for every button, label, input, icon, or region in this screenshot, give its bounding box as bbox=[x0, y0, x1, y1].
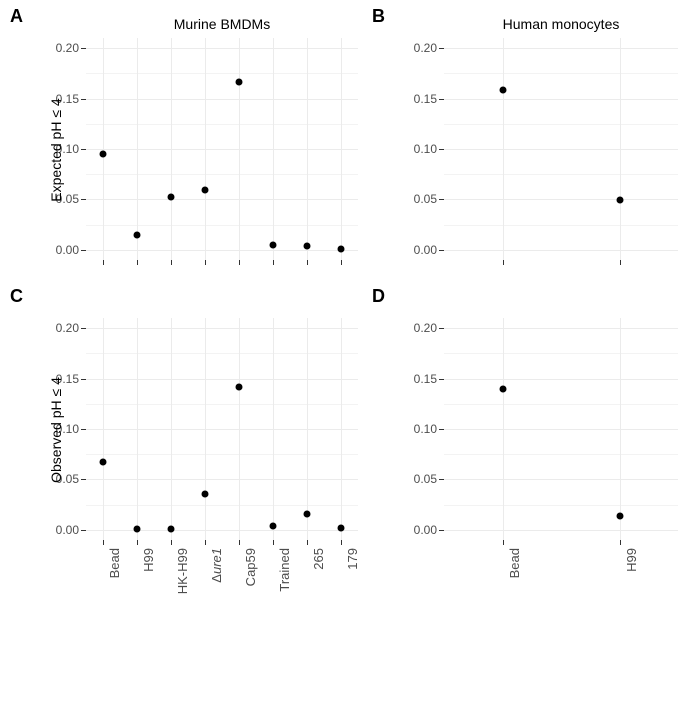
x-tick-label: HK-H99 bbox=[175, 548, 190, 594]
y-tick-label: 0.00 bbox=[414, 243, 437, 257]
figure-4panel: A B C D Murine BMDMs 0.000.050.100.150.2… bbox=[0, 0, 700, 706]
y-tick-label: 0.15 bbox=[414, 92, 437, 106]
data-point bbox=[338, 245, 345, 252]
panel-D-plot: 0.000.050.100.150.20BeadH99 bbox=[444, 318, 678, 540]
data-point bbox=[616, 197, 623, 204]
data-point bbox=[202, 187, 209, 194]
panel-label-A: A bbox=[10, 6, 23, 27]
data-point bbox=[304, 242, 311, 249]
data-point bbox=[270, 241, 277, 248]
y-tick-label: 0.00 bbox=[56, 243, 79, 257]
y-tick-label: 0.10 bbox=[414, 422, 437, 436]
panel-B-title: Human monocytes bbox=[444, 16, 678, 32]
x-tick-label: Δure1 bbox=[209, 548, 224, 583]
x-tick-label: 179 bbox=[345, 548, 360, 570]
y-tick-label: 0.20 bbox=[56, 321, 79, 335]
data-point bbox=[616, 512, 623, 519]
y-tick-label: 0.10 bbox=[414, 142, 437, 156]
panel-C-plot: 0.000.050.100.150.20BeadH99HK-H99Δure1Ca… bbox=[86, 318, 358, 540]
data-point bbox=[270, 522, 277, 529]
data-point bbox=[499, 385, 506, 392]
panel-B-plot: 0.000.050.100.150.20 bbox=[444, 38, 678, 260]
x-tick-label: Cap59 bbox=[243, 548, 258, 586]
panel-B: Human monocytes 0.000.050.100.150.20 bbox=[444, 38, 678, 260]
data-point bbox=[100, 459, 107, 466]
y-tick-label: 0.05 bbox=[414, 192, 437, 206]
panel-A-title: Murine BMDMs bbox=[86, 16, 358, 32]
panel-C-yaxis-title: Observed pH ≤ 4 bbox=[48, 340, 64, 520]
panel-C: 0.000.050.100.150.20BeadH99HK-H99Δure1Ca… bbox=[86, 318, 358, 540]
y-tick-label: 0.15 bbox=[414, 372, 437, 386]
panel-label-C: C bbox=[10, 286, 23, 307]
y-tick-label: 0.20 bbox=[414, 321, 437, 335]
panel-label-B: B bbox=[372, 6, 385, 27]
panel-label-D: D bbox=[372, 286, 385, 307]
panel-A: Murine BMDMs 0.000.050.100.150.20 Expect… bbox=[86, 38, 358, 260]
y-tick-label: 0.00 bbox=[414, 523, 437, 537]
data-point bbox=[134, 231, 141, 238]
data-point bbox=[168, 194, 175, 201]
x-tick-label: Bead bbox=[507, 548, 522, 578]
x-tick-label: 265 bbox=[311, 548, 326, 570]
data-point bbox=[168, 525, 175, 532]
data-point bbox=[202, 490, 209, 497]
panel-A-plot: 0.000.050.100.150.20 bbox=[86, 38, 358, 260]
data-point bbox=[499, 87, 506, 94]
x-tick-label: Trained bbox=[277, 548, 292, 592]
y-tick-label: 0.05 bbox=[414, 472, 437, 486]
data-point bbox=[236, 383, 243, 390]
y-tick-label: 0.20 bbox=[56, 41, 79, 55]
x-tick-label: Bead bbox=[107, 548, 122, 578]
x-tick-label: H99 bbox=[141, 548, 156, 572]
x-tick-label: H99 bbox=[624, 548, 639, 572]
data-point bbox=[134, 525, 141, 532]
data-point bbox=[236, 79, 243, 86]
data-point bbox=[304, 510, 311, 517]
data-point bbox=[338, 524, 345, 531]
panel-D: 0.000.050.100.150.20BeadH99 bbox=[444, 318, 678, 540]
y-tick-label: 0.00 bbox=[56, 523, 79, 537]
data-point bbox=[100, 151, 107, 158]
y-tick-label: 0.20 bbox=[414, 41, 437, 55]
panel-A-yaxis-title: Expected pH ≤ 4 bbox=[48, 60, 64, 240]
